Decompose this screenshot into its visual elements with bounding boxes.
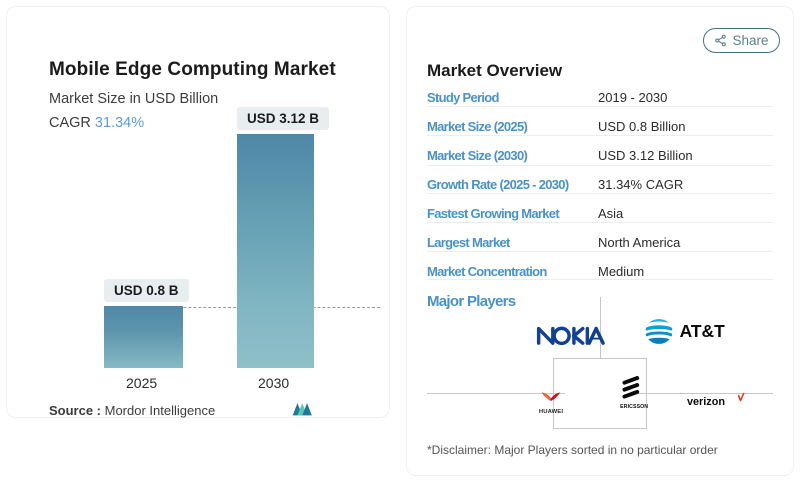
- svg-text:ERICSSON: ERICSSON: [620, 404, 648, 410]
- svg-text:HUAWEI: HUAWEI: [539, 409, 563, 415]
- svg-text:AT&T: AT&T: [680, 321, 725, 341]
- svg-text:verizon: verizon: [687, 396, 725, 408]
